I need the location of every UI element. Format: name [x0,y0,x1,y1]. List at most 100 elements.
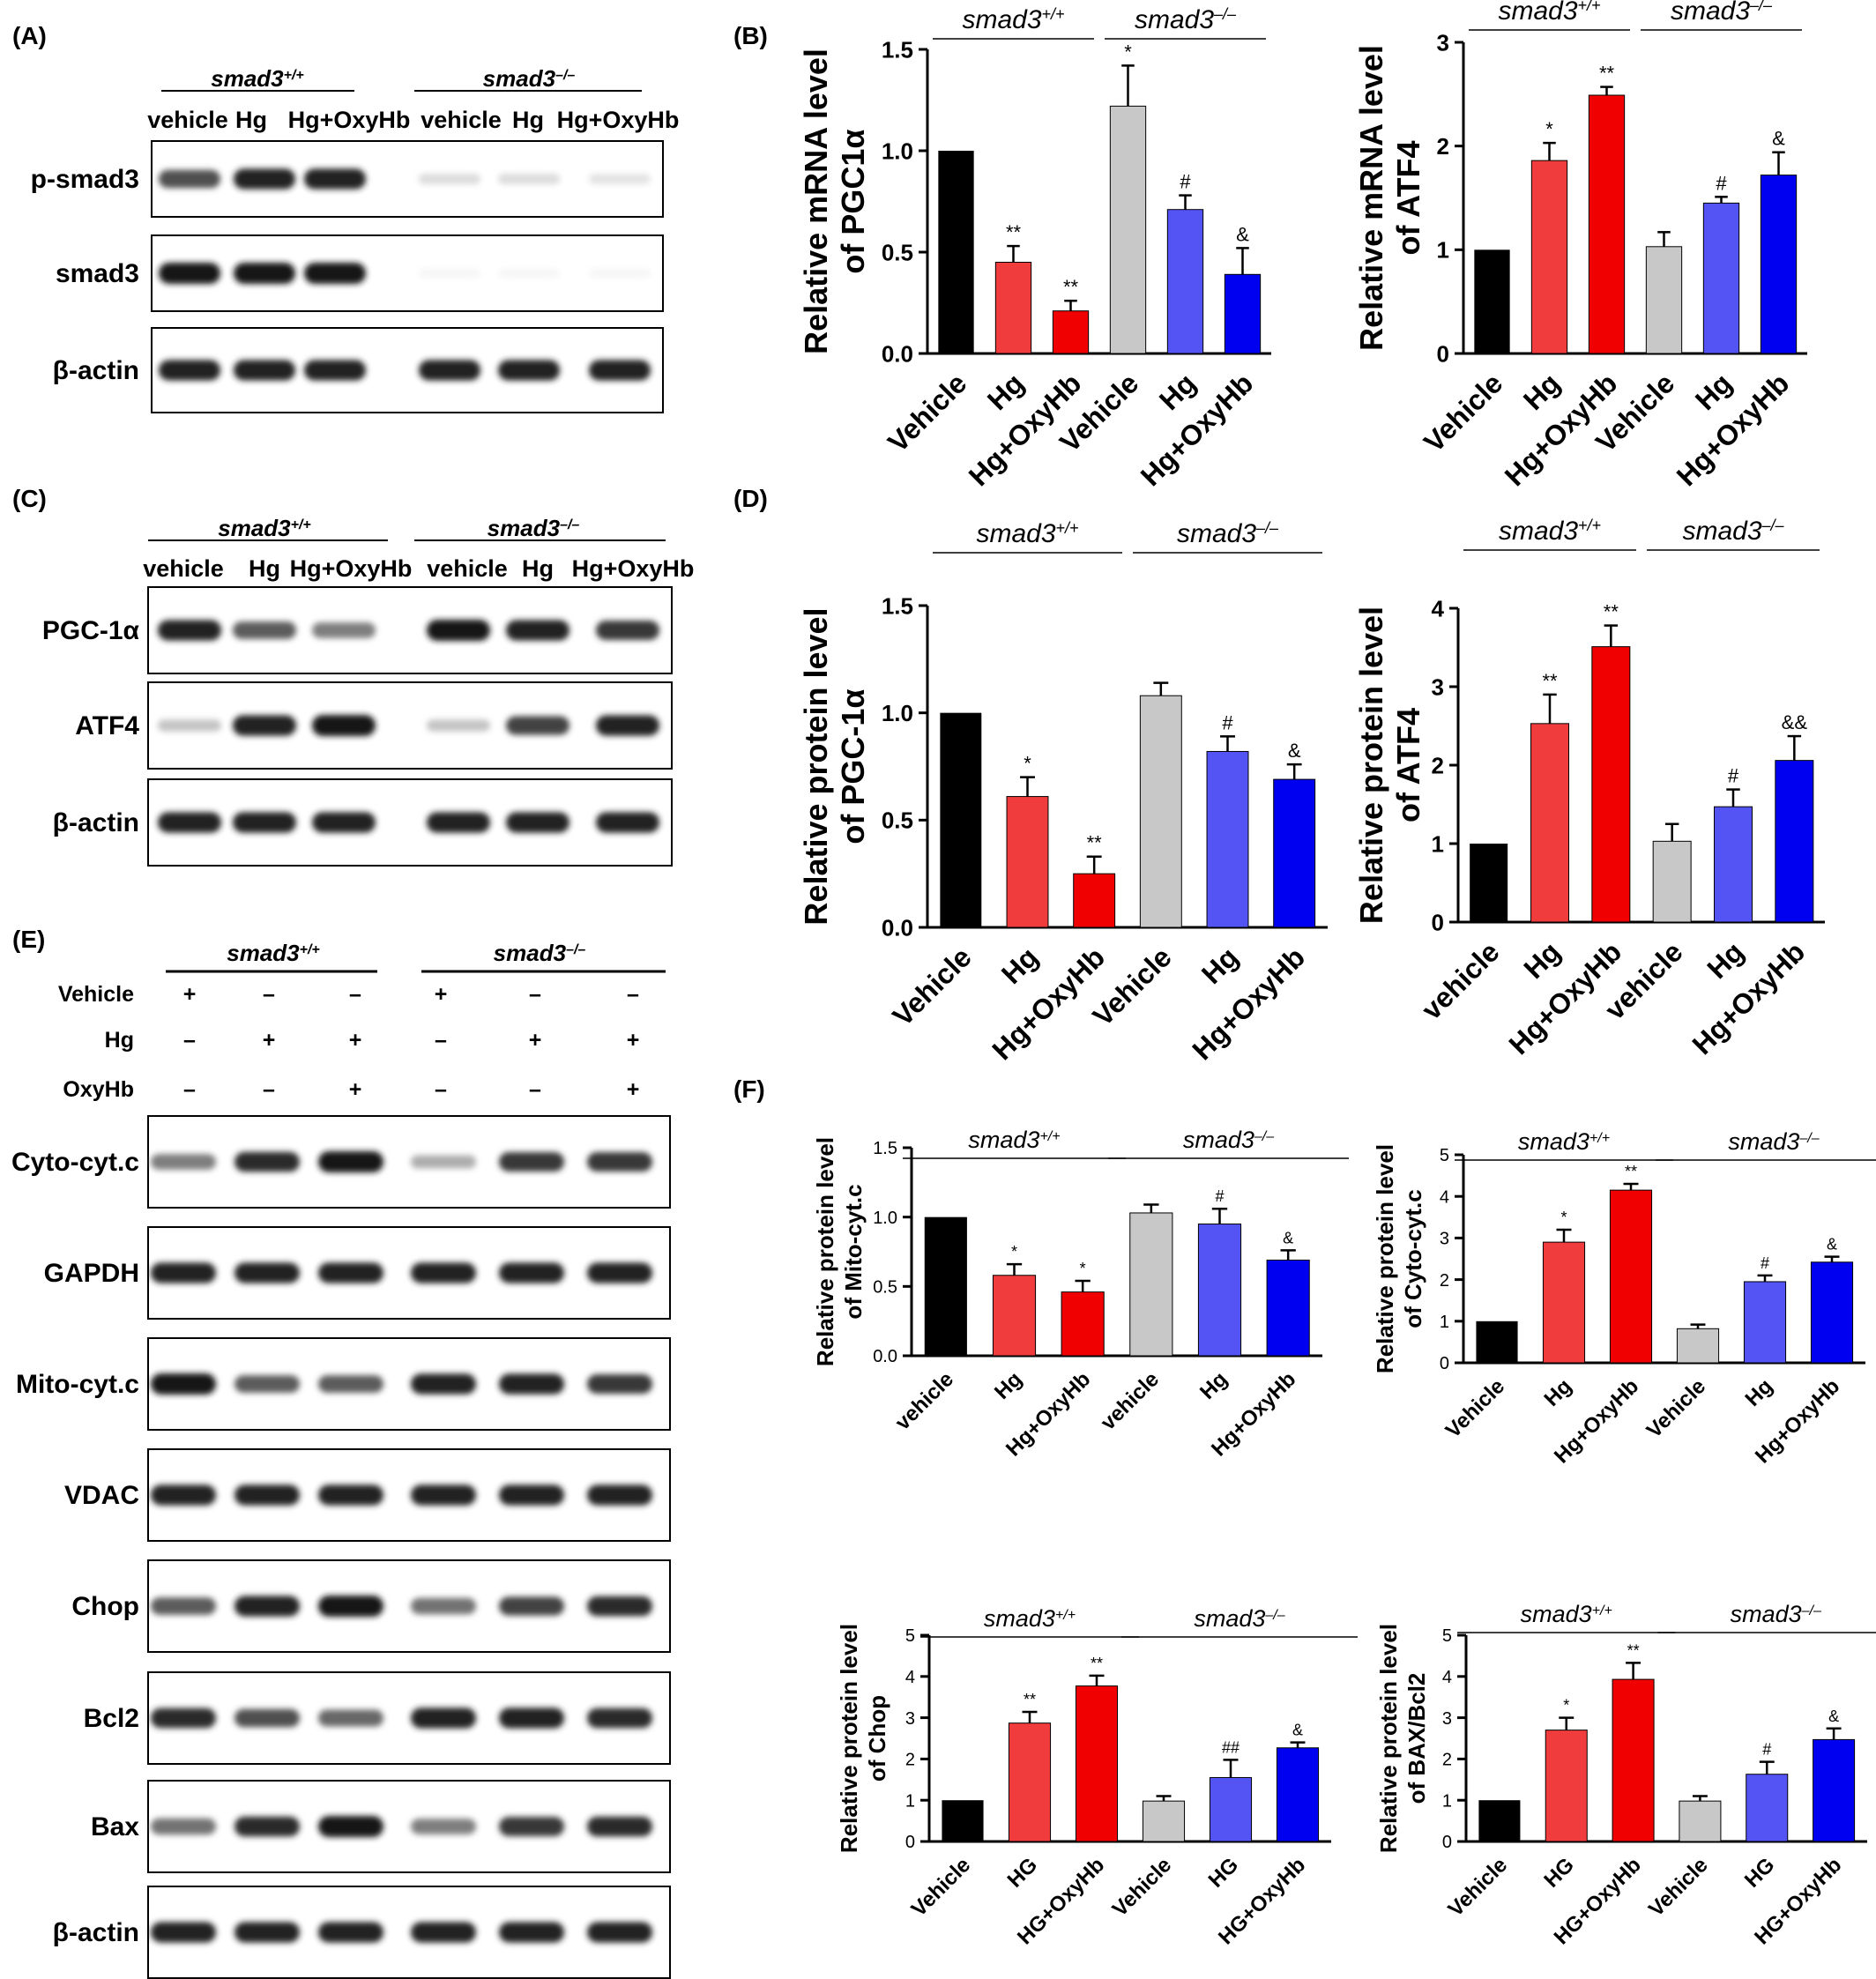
y-axis-title: Relative mRNA level [1353,45,1389,351]
blot-band [587,1484,652,1506]
group-label-gene: smad3 [984,1605,1055,1632]
blot-band [587,1596,652,1617]
blot-band [158,812,221,833]
blot-membrane [151,327,664,413]
blot-band [499,1707,564,1729]
treatment-sign: – [627,982,639,1007]
blot-row: β-actin [53,778,673,867]
blot-label: GAPDH [44,1259,139,1288]
blot-membrane [147,681,673,770]
bar [1052,310,1090,354]
group-label-gene: smad3 [976,519,1055,548]
x-tick-label: Hg [1540,1374,1577,1411]
group-label-gene: smad3 [1671,0,1750,26]
bar [1006,796,1049,928]
blot-band [234,360,295,381]
group-label-genotype: +/+ [1042,5,1065,23]
group-label: smad3–/– [1671,0,1773,26]
treatment-sign: + [183,982,197,1007]
significance-mark: * [1011,1243,1017,1261]
blot-membrane [147,778,673,867]
treatment-sign: + [435,982,448,1007]
bar [1209,1776,1253,1842]
group-label-gene: smad3 [488,515,561,541]
group-label: smad3+/+ [968,1127,1060,1153]
significance-mark: * [1563,1697,1569,1715]
blot-row: VDAC [64,1448,671,1542]
y-axis-title: of Chop [864,1695,890,1782]
treatment-sign: + [349,1028,362,1053]
panel-e: (E) smad3+/+ smad3–/– Vehicle + – – + – –Hg – + + –… [11,926,671,1979]
group-label-genotype: +/+ [300,942,320,957]
group-label: smad3+/+ [984,1605,1076,1632]
lane-label: Hg [249,555,280,582]
y-tick-label: 4 [905,1668,915,1687]
y-tick-label: 2 [1432,752,1444,778]
y-tick-label: 5 [905,1626,915,1646]
group-label-gene: smad3 [1728,1128,1799,1155]
blot-label: Chop [71,1592,139,1621]
y-tick-label: 0 [1437,340,1449,367]
y-tick-label: 0.5 [882,239,913,265]
treatment-sign: – [529,1077,541,1102]
group-label: smad3–/– [494,940,586,966]
blot-band [411,1922,476,1943]
blot-row: Mito-cyt.c [16,1337,671,1431]
blot-band [411,1373,476,1395]
treatment-sign: + [627,1028,640,1053]
blot-band [506,716,570,735]
chart-f-cyto-cytc: 0 1 2 3 4 5 Relative protein level of Cyto-cyt.… [1372,1128,1876,1468]
group-label-genotype: –/– [560,517,579,532]
panel-letter-a: (A) [12,22,47,49]
blot-band [312,622,376,638]
bar [1008,1722,1052,1842]
significance-mark: & [1827,1236,1837,1254]
blot-band [596,812,659,833]
x-tick-label: Hg+OxyHb [1686,935,1812,1060]
group-label-genotype: –/– [1213,5,1237,23]
blot-band [151,1922,216,1943]
y-tick-label: 1 [1440,1313,1449,1332]
blot-band [318,1151,383,1172]
significance-mark: ** [1604,601,1619,623]
blot-band [318,1922,383,1943]
significance-mark: ** [1024,1691,1036,1708]
bar [1530,723,1569,923]
bar [1810,1261,1854,1364]
significance-mark: ** [1087,832,1103,854]
y-tick-label: 4 [1440,1187,1449,1207]
blot-label: p-smad3 [31,165,139,194]
blot-label: PGC-1α [42,616,140,645]
y-axis-title: of ATF4 [1390,708,1426,822]
group-label-genotype: –/– [555,68,575,83]
y-axis-title: Relative protein level [798,607,834,925]
x-tick-label: vehicle [1096,1367,1164,1435]
group-label-genotype: +/+ [1592,1603,1612,1618]
group-label-gene: smad3 [1731,1601,1802,1627]
blot-label: β-actin [53,808,139,837]
blot-band [499,1373,564,1395]
bar [1129,1212,1173,1357]
bar [994,262,1032,354]
group-label: smad3+/+ [1499,517,1601,546]
panel-letter-c: (C) [12,485,47,512]
panel-c: (C) smad3+/+ smad3–/–vehicle Hg Hg+OxyHb veh… [12,485,694,867]
blot-band [589,174,651,184]
y-tick-label: 1.0 [882,138,913,164]
blot-band [499,1596,564,1616]
blot-row: Cyto-cyt.c [11,1115,671,1209]
significance-mark: & [1772,128,1785,150]
blot-band [151,1154,216,1170]
x-tick-label: Hg [1701,935,1750,985]
blot-label: ATF4 [75,711,139,740]
blot-band [419,173,480,185]
treatment-sign: – [529,982,541,1007]
blot-band [312,715,376,736]
blot-band [499,1922,564,1943]
bar [1760,175,1798,354]
blot-band [419,360,480,381]
y-tick-label: 0.0 [882,914,913,941]
blot-band [499,1817,564,1836]
panel-e-blots: Cyto-cyt.c GAPDH Mito-cyt.c VDAC Chop Bcl2 Bax… [11,1115,671,1979]
